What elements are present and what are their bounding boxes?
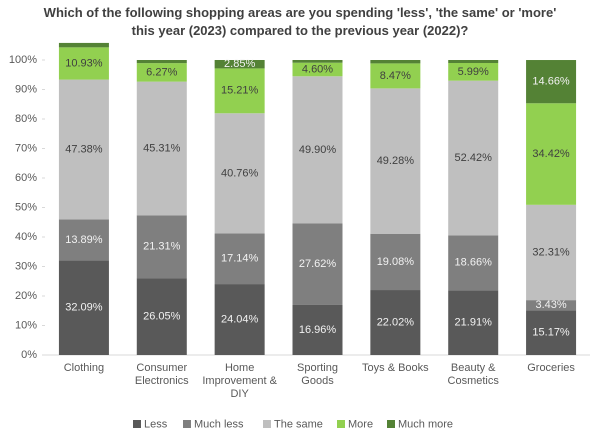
data-label: 10.93% [65,57,103,69]
bar-segment [448,290,499,355]
bar-segment [448,63,499,81]
data-label: 47.38% [65,143,103,155]
data-label: 8.47% [380,70,411,82]
y-tick-label: 50% [15,201,37,213]
bar-segment [136,278,187,355]
data-label: 22.02% [377,316,415,328]
legend-label: Much less [194,418,244,430]
bar-segment [136,63,187,82]
bar-segment [292,62,343,77]
bar-segment [448,60,499,64]
legend-label: Much more [398,418,453,430]
x-tick-label: Sporting Goods [297,362,338,387]
data-label: 49.90% [299,144,337,156]
bar-segment [526,103,577,205]
bar-segment [370,60,421,64]
x-tick-label: Home Improvement & DIY [202,362,277,400]
bar-segment [58,219,109,261]
data-label: 19.08% [377,256,415,268]
bar-segment [526,204,577,301]
data-label: 6.27% [146,66,177,78]
legend-swatch [337,420,345,428]
y-tick-label: 40% [15,231,37,243]
y-tick-label: 20% [15,290,37,302]
bar-segment [526,60,577,104]
bar-segment [370,290,421,355]
y-tick-label: 60% [15,172,37,184]
y-tick-label: 0% [21,349,37,361]
data-label: 13.89% [65,234,103,246]
y-tick-label: 10% [15,319,37,331]
bar-segment [370,233,421,291]
data-label: 4.60% [302,63,333,75]
data-label: 32.31% [532,246,570,258]
bar-segment [58,47,109,80]
data-label: 15.21% [221,85,259,97]
data-label: 16.96% [299,324,337,336]
legend-swatch [263,420,271,428]
bar-segment [526,300,577,311]
y-tick-label: 70% [15,142,37,154]
y-tick-label: 80% [15,113,37,125]
bar-segment [292,76,343,224]
bar-segment [370,88,421,234]
bar-segment [58,79,109,220]
data-label: 17.14% [221,253,259,265]
data-label: 14.66% [532,76,570,88]
legend-label: Less [144,418,168,430]
bar-segment [214,60,265,69]
bar-segment [214,68,265,114]
y-tick-label: 90% [15,83,37,95]
bar-segment [214,113,265,234]
y-tick-label: 100% [9,54,37,66]
bar-segment [292,60,343,63]
bar-segment [136,81,187,216]
legend-label: More [348,418,373,430]
bar-segment [448,235,499,291]
bar-segment [136,60,187,64]
data-label: 21.91% [455,317,493,329]
data-label: 45.31% [143,142,181,154]
data-label: 49.28% [377,155,415,167]
bar-segment [214,233,265,285]
bar-segment [292,223,343,305]
data-label: 52.42% [455,152,493,164]
legend-swatch [133,420,141,428]
x-tick-label: Clothing [63,362,105,374]
x-tick-label: Toys & Books [362,362,429,374]
y-tick-label: 30% [15,260,37,272]
data-label: 3.43% [535,299,566,311]
legend-swatch [387,420,395,428]
data-label: 24.04% [221,313,259,325]
bar-segment [136,215,187,279]
x-tick-label: Groceries [527,362,575,374]
data-label: 26.05% [143,310,181,322]
bar-segment [58,42,109,48]
data-label: 34.42% [532,148,570,160]
x-tick-label: Consumer Electronics [134,362,189,387]
data-label: 27.62% [299,258,337,270]
bar-segment [526,310,577,355]
data-label: 21.31% [143,241,181,253]
data-label: 18.66% [455,257,493,269]
legend-swatch [183,420,191,428]
data-label: 32.09% [65,302,103,314]
data-label: 40.76% [221,167,259,179]
legend-label: The same [274,418,323,430]
chart-title: Which of the following shopping areas ar… [43,5,557,38]
bar-segment [292,304,343,355]
data-label: 5.99% [458,66,489,78]
bar-segment [370,63,421,89]
bar-segment [58,260,109,355]
bar-segment [448,80,499,236]
data-label: 2.85% [224,58,255,70]
bar-segment [214,284,265,355]
x-tick-label: Beauty & Cosmetics [447,362,499,387]
data-label: 15.17% [532,327,570,339]
